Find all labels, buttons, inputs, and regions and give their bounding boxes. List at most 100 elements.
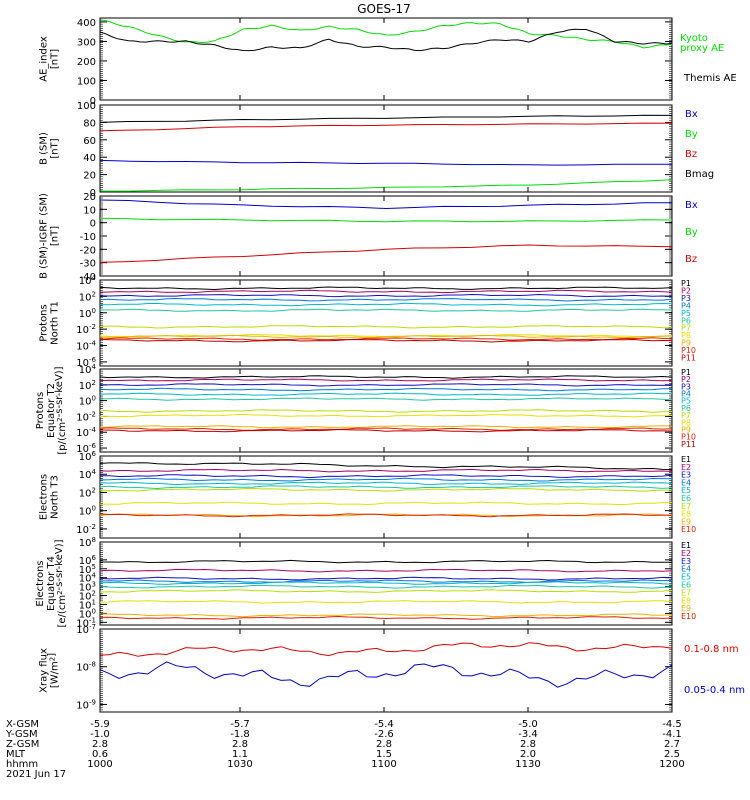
legend-entry: E8: [681, 510, 691, 519]
series-line: [99, 576, 673, 581]
y-axis-label: Xray flux[W/m2]: [39, 648, 61, 693]
footer-value: 1130: [515, 759, 540, 770]
y-tick-label: -40: [80, 272, 96, 283]
legend-entry: P5: [681, 397, 691, 406]
y-tick-label: 200: [77, 57, 96, 68]
y-axis-label: AE_index[nT]: [39, 36, 61, 82]
footer-value: 1000: [87, 759, 112, 770]
series-line: [99, 568, 673, 573]
legend-entry: E1: [681, 455, 691, 464]
y-tick-label: 0: [90, 219, 96, 230]
y-tick-label: 100: [79, 307, 96, 320]
legend-entry: P1: [681, 279, 691, 288]
series-line: [99, 244, 673, 263]
legend-entry: Bmag: [685, 169, 714, 180]
y-tick-label: 400: [77, 18, 96, 29]
footer-row-label: Z-GSM: [6, 739, 39, 750]
series-line: [99, 286, 673, 291]
legend-entry: P7: [681, 411, 691, 420]
figure-title: GOES-17: [357, 2, 411, 16]
series-line: [99, 387, 673, 392]
y-tick-label: 10: [83, 205, 96, 216]
y-axis-label: ElectronsEquator T4[e/(cm2-s-sr-keV)]: [35, 539, 68, 627]
series-line: [99, 581, 673, 585]
orbit-footer: X-GSM -5.9 -5.7 -5.4 -5.0 -4.5 Y-GSM -1.0 -1.8 -2…: [5, 18, 685, 780]
legend-entry: By: [685, 129, 698, 140]
series-line: [99, 413, 673, 418]
footer-row-label: hhmm: [6, 759, 38, 770]
footer-value: 2.8: [92, 739, 108, 750]
series-line: [99, 302, 673, 307]
series-group: [99, 114, 673, 192]
series-line: [99, 409, 673, 413]
panel-frame: [99, 17, 673, 101]
footer-value: 2.5: [664, 749, 680, 760]
footer-row-label: Y-GSM: [5, 729, 38, 740]
y-tick-label: 100: [77, 76, 96, 87]
y-tick-label: 0: [90, 188, 96, 199]
legend-entry: 0.05-0.4 nm: [684, 685, 745, 696]
footer-value: 1100: [371, 759, 396, 770]
series-line: [99, 579, 673, 584]
legend-entry: Bz: [685, 254, 697, 265]
y-tick-label: 104: [79, 468, 97, 481]
legend-entry: P3: [681, 294, 691, 303]
series-line: [99, 501, 673, 506]
legend-entry: E6: [681, 581, 691, 590]
series-line: [99, 428, 673, 433]
legend-entry: E7: [681, 588, 691, 597]
y-tick-label: 108: [79, 536, 96, 549]
legend-entry: E5: [681, 486, 691, 495]
footer-value: 2.8: [376, 739, 392, 750]
legend-entry: Bz: [685, 149, 697, 160]
footer-value: 1030: [227, 759, 252, 770]
legend: Bx By Bz Bmag: [685, 109, 714, 180]
legend-entry: E9: [681, 604, 691, 613]
y-tick-label: 104: [79, 274, 97, 287]
series-line: [99, 477, 673, 482]
legend-entry: P9: [681, 339, 691, 348]
legend-entry: Bx: [685, 200, 698, 211]
legend-entry: P2: [681, 375, 691, 384]
panel-frame: [99, 279, 673, 367]
series-line: [99, 289, 673, 294]
legend-entry: E1: [681, 541, 691, 550]
y-tick-label: 10-4: [76, 340, 96, 353]
panel-frame: [99, 455, 673, 539]
series-line: [99, 661, 673, 688]
legend-entry: By: [685, 227, 698, 238]
legend-entry: E3: [681, 557, 691, 566]
legend-entry: P4: [681, 390, 691, 399]
y-tick-label: 10-9: [76, 698, 96, 711]
legend-entry: P4: [681, 301, 691, 310]
series-group: [99, 375, 673, 433]
series-line: [99, 159, 672, 166]
series-line: [99, 217, 673, 223]
legend-entry: E6: [681, 494, 691, 503]
panel-7: 10810610510410310210110010-1ElectronsEqu…: [35, 536, 696, 629]
series-line: [99, 615, 673, 620]
panel-8: 10-7 10-8 10-9 Xray flux[W/m2] 0.1-0.8 nm 0.0…: [39, 623, 745, 713]
legend-entry: P10: [681, 346, 696, 355]
y-tick-label: 10-4: [76, 426, 96, 439]
y-tick-label: 300: [77, 37, 96, 48]
footer-value: -4.1: [662, 729, 682, 740]
y-axis-label: ProtonsNorth T1: [39, 301, 61, 345]
footer-value: -2.6: [374, 729, 394, 740]
series-line: [99, 325, 673, 329]
panel-frame: [99, 628, 673, 713]
series-group: [99, 286, 673, 343]
series-line: [99, 397, 673, 401]
footer-value: -5.7: [230, 719, 250, 730]
legend-entry: P8: [681, 331, 691, 340]
series-line: [99, 427, 673, 431]
legend-entry: P6: [681, 404, 691, 413]
series-line: [100, 179, 673, 192]
footer-value: -4.5: [662, 719, 682, 730]
footer-row-label: MLT: [6, 749, 26, 760]
